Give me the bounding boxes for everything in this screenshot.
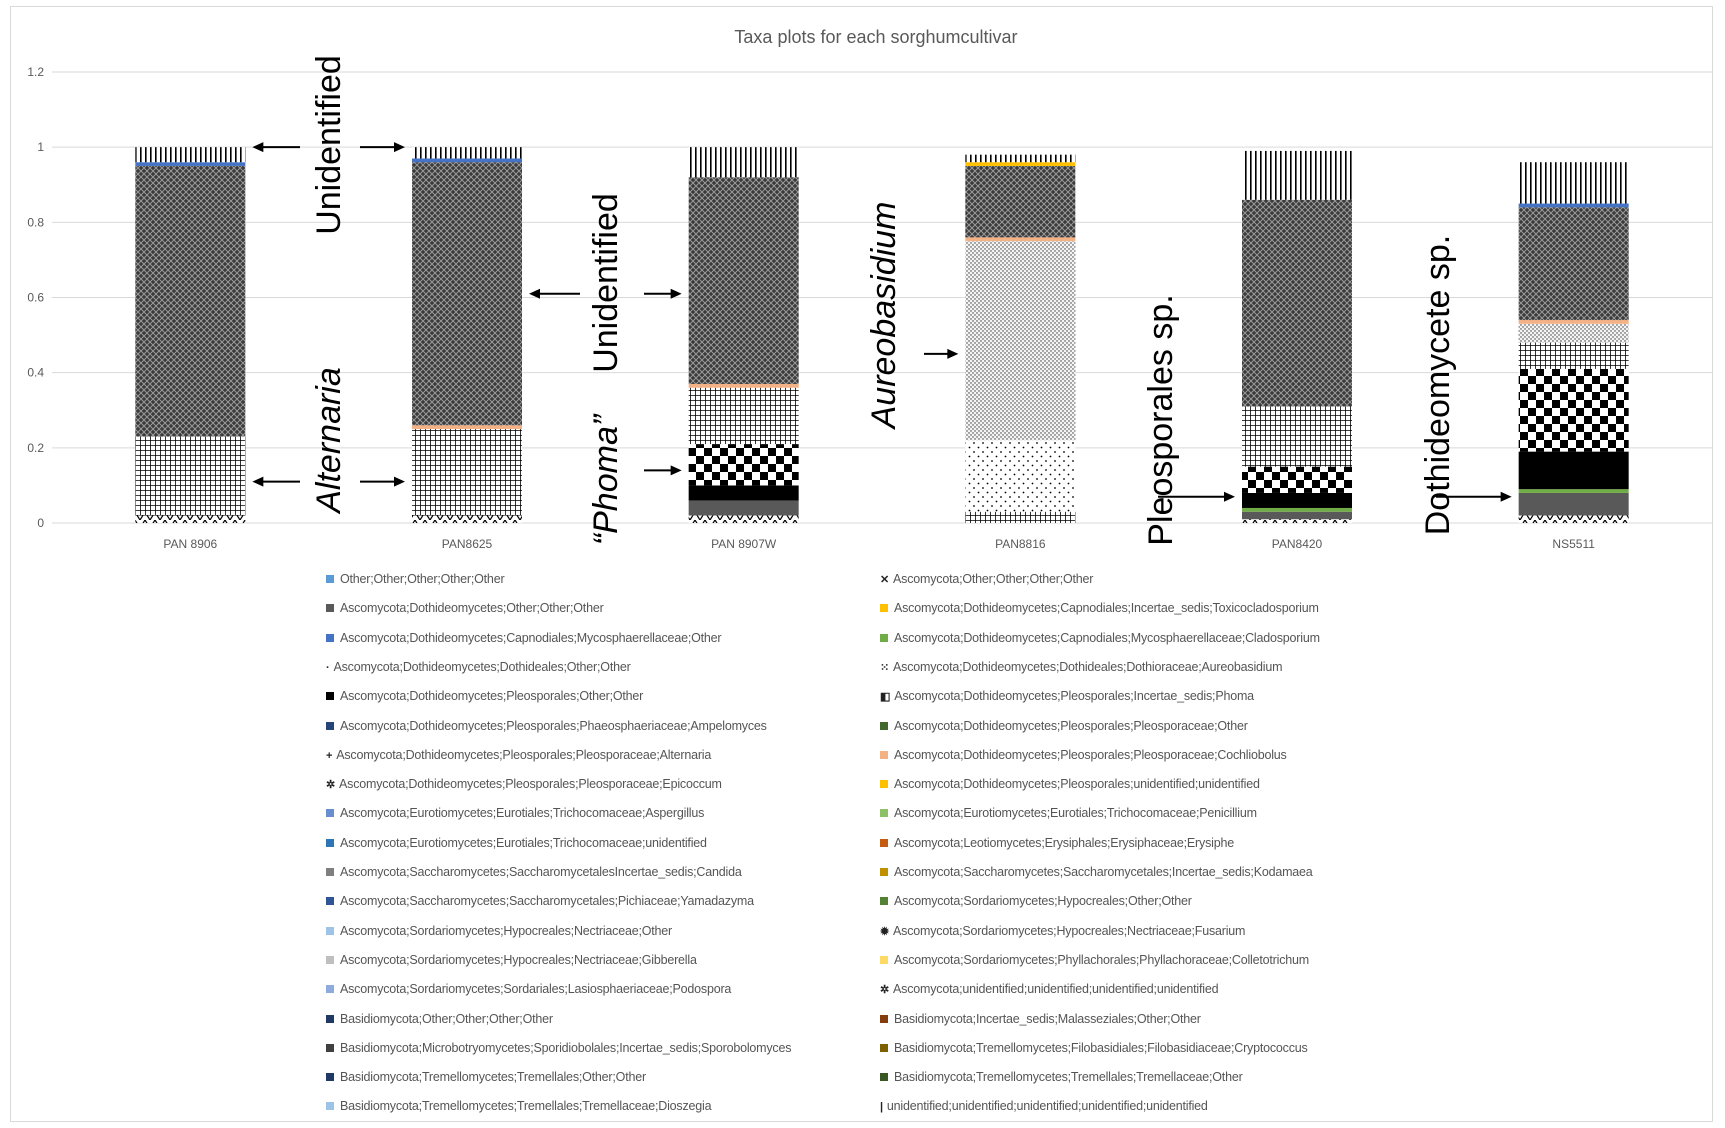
bar-segment [965, 162, 1076, 166]
x-tick-label: PAN8816 [995, 537, 1046, 551]
annotation-arrowhead [394, 476, 405, 487]
bar-segment [1242, 519, 1352, 523]
x-tick-label: PAN8420 [1272, 537, 1323, 551]
bar-segment [412, 515, 522, 523]
annotation-arrowhead [670, 288, 682, 299]
bar-segment [1242, 406, 1352, 467]
bar-segment [135, 436, 246, 516]
bar-segment [965, 511, 1076, 523]
bar-segment [412, 425, 522, 430]
annotation-arrowhead [394, 142, 405, 153]
annotation-label: “Phoma” [587, 413, 625, 545]
bar-segment [135, 165, 246, 437]
bar-segment [688, 485, 799, 501]
bar-segment [1518, 320, 1629, 324]
chart-frame [10, 6, 1713, 1122]
bar-segment [965, 165, 1076, 238]
bar-segment [965, 241, 1076, 441]
y-tick-label: 0.4 [27, 366, 44, 380]
bar-segment [1242, 199, 1352, 407]
bar-segment [1518, 492, 1629, 516]
annotation-label: Dothideomycete sp. [1419, 235, 1457, 536]
bar-segment [1242, 492, 1352, 508]
y-tick-label: 1.2 [27, 65, 44, 79]
bar-segment [688, 177, 799, 384]
bar-segment [965, 237, 1076, 242]
x-tick-label: PAN8625 [442, 537, 493, 551]
bar-segment [135, 147, 246, 163]
bar-segment [1242, 466, 1352, 493]
annotation-arrowhead [252, 142, 264, 153]
bar-segment [1518, 489, 1629, 493]
bar-segment [135, 515, 246, 523]
annotation-label: Unidentified [310, 55, 348, 235]
annotation-label: Unidentified [587, 193, 625, 373]
bar-segment [1242, 150, 1352, 200]
bar-segment [1242, 507, 1352, 512]
annotation-arrowhead [529, 288, 540, 299]
bar-segment [1242, 511, 1352, 520]
annotation-label: Pleosporales sp. [1142, 294, 1180, 545]
annotation-arrowhead [1224, 491, 1235, 502]
bar-segment [1518, 342, 1629, 369]
bar-segment [688, 515, 799, 523]
bar-segment [688, 387, 799, 445]
bar-segment [135, 162, 246, 166]
bar-segment [1518, 162, 1629, 204]
bar-segment [1518, 323, 1629, 343]
x-tick-label: PAN 8907W [711, 537, 777, 551]
bar-segment [412, 158, 522, 163]
y-tick-label: 0.8 [27, 215, 44, 229]
y-tick-label: 0 [37, 516, 44, 530]
annotation-label: Alternaria [310, 367, 348, 515]
bar-segment [1518, 207, 1629, 321]
y-tick-label: 0.6 [27, 291, 44, 305]
annotation-arrowhead [670, 465, 682, 476]
annotation-arrowhead [252, 476, 264, 487]
x-tick-label: NS5511 [1552, 537, 1595, 551]
bar-segment [965, 154, 1076, 163]
bar-segment [688, 383, 799, 388]
bar-segment [1518, 368, 1629, 452]
bar-segment [412, 162, 522, 426]
bar-segment [688, 147, 799, 178]
bar-segment [412, 429, 522, 516]
annotation-arrowhead [947, 348, 959, 359]
y-tick-label: 1 [37, 140, 44, 154]
y-tick-label: 0.2 [27, 441, 44, 455]
annotation-label: Aureobasidium [865, 202, 903, 431]
bar-segment [1518, 515, 1629, 523]
bar-segment [1518, 203, 1629, 208]
bar-segment [688, 500, 799, 516]
bar-segment [1518, 451, 1629, 490]
bar-segment [688, 444, 799, 486]
bar-segment [412, 147, 522, 159]
annotation-arrowhead [1500, 491, 1512, 502]
bar-segment [965, 440, 1076, 512]
x-tick-label: PAN 8906 [163, 537, 217, 551]
chart-title: Taxa plots for each sorghumcultivar [734, 27, 1017, 47]
